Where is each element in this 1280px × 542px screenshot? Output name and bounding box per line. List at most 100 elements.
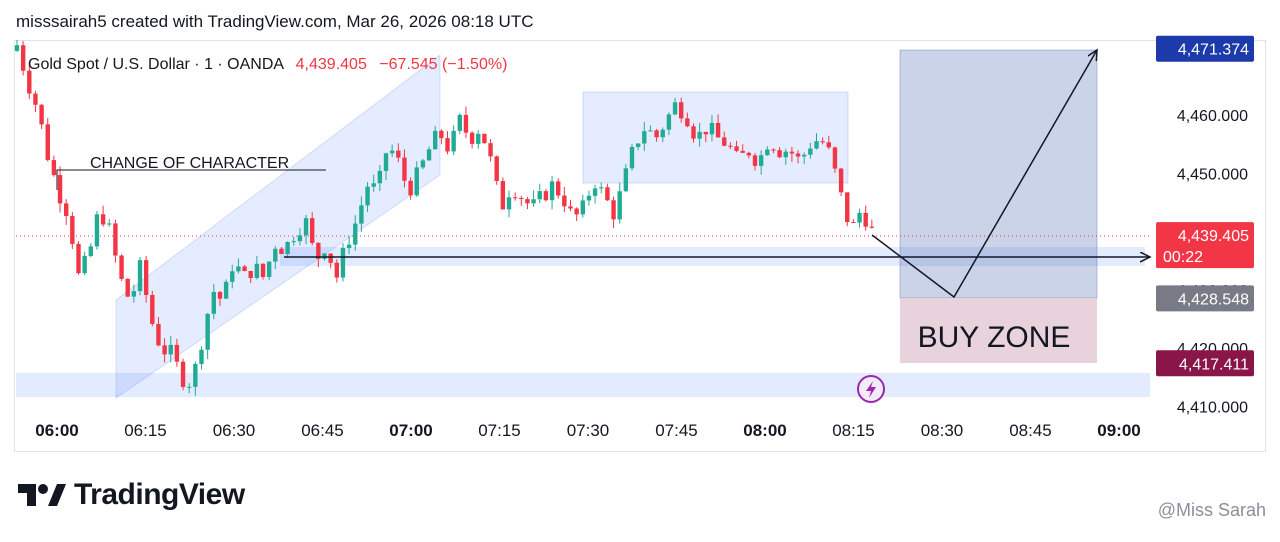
x-tick-label: 09:00 [1097,421,1140,440]
candle-body [672,102,678,115]
candle [592,184,598,204]
candle [273,245,278,269]
candle [445,131,450,155]
candle [697,122,702,147]
x-tick-label: 08:15 [832,421,875,440]
candle [685,112,690,128]
candle-body [230,271,235,282]
candle [648,125,653,132]
candle [70,212,75,250]
candle-body [100,214,106,225]
candle [869,219,875,229]
candle-body [168,344,173,355]
candle [691,123,696,143]
candle [371,174,376,192]
candle-body [457,114,462,131]
x-tick-label: 06:15 [124,421,167,440]
candle-body [832,147,838,169]
target-zone [899,49,1098,299]
candle-body [359,205,364,224]
candle [820,137,825,145]
candle-body [187,386,192,388]
candle-body [291,241,296,243]
candle-body [543,191,549,201]
candle [568,199,573,212]
tv-logo-icon [18,484,66,506]
candle-body [709,122,715,135]
candle-body [328,253,333,263]
candle-body [408,180,413,196]
price-label-text: 4,428.548 [1178,291,1249,308]
x-tick-label: 07:30 [567,421,610,440]
symbol-name: Gold Spot / U.S. Dollar · 1 · OANDA [28,56,284,73]
candle-body [322,253,327,259]
chart-frame [14,40,1266,452]
candle-body [82,255,87,274]
candle-body [14,45,20,51]
candle [260,263,266,280]
price-label-box [1156,35,1254,62]
candle [605,183,610,202]
candle [482,133,487,144]
candle-body [420,160,426,168]
candle [100,205,106,227]
candle-body [506,197,512,210]
candle-body [285,241,290,254]
candle [611,196,616,229]
candle [217,290,223,307]
candle [291,236,296,246]
candle-body [808,148,813,155]
price-label-text: 4,471.374 [1178,42,1249,59]
candle [703,131,708,143]
candle [488,138,493,162]
candle-body [236,266,241,272]
candle [629,143,635,171]
candle [512,192,518,201]
candle [857,208,862,228]
x-tick-label: 06:00 [35,421,78,440]
candle-body [150,294,155,324]
price-label-current: 4,439.405 00:22 [1156,222,1254,269]
candle-body [605,187,610,201]
x-tick-label: 06:45 [301,421,344,440]
candle [795,150,801,164]
candle-body [838,168,844,193]
candle-body [500,181,506,210]
candle [82,251,87,276]
candle-body [193,363,198,387]
candle [340,243,346,282]
candle-body [771,149,776,151]
brand-name: TradingView [74,478,245,511]
candle-body [162,345,167,355]
candle [377,164,383,192]
candle [205,312,210,360]
candle [543,189,549,202]
candle-body [740,150,745,153]
candle [426,146,432,161]
x-tick-label: 08:00 [743,421,786,440]
candle-body [426,149,432,161]
candle [599,182,604,194]
watermark: @Miss Sarah [1157,500,1266,520]
candle-body [826,142,831,148]
candle [14,39,20,52]
y-tick-label: 4,450.000 [1177,166,1248,183]
candle [76,241,81,275]
candle-body [174,344,180,362]
price-label-text: 4,417.411 [1179,356,1249,373]
candle [402,149,407,188]
candle [162,338,167,363]
candle [303,214,309,244]
candle [814,133,819,150]
candle [525,196,530,210]
candle [414,161,419,197]
candle [328,253,333,269]
candle [119,254,124,282]
candle [236,258,241,274]
candle [310,212,315,246]
candle [187,383,192,394]
x-tick-label: 07:00 [389,421,432,440]
candle [679,97,684,123]
chart-header: misssairah5 created with TradingView.com… [16,12,534,31]
